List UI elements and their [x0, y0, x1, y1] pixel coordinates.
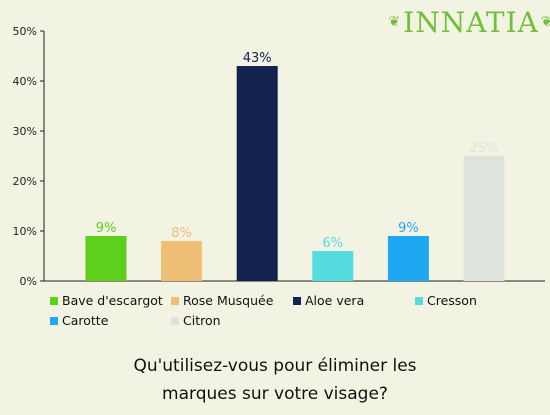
bar — [161, 241, 203, 281]
legend-label: Carotte — [62, 313, 109, 328]
innatia-logo: ❦ INNATIA ❦ — [388, 4, 550, 40]
y-tick-label: 20% — [13, 175, 37, 188]
legend-label: Citron — [183, 313, 221, 328]
legend-item: Carotte — [50, 313, 108, 328]
bar — [85, 236, 127, 281]
leaf-icon-right: ❦ — [540, 14, 550, 30]
y-tick-label: 40% — [13, 75, 37, 88]
legend-item: Rose Musquée — [171, 293, 273, 308]
bar-value-label: 8% — [171, 226, 192, 241]
legend-swatch — [171, 316, 179, 325]
bar-chart: 0% 10% 20% 30% 40% 50% 9% 8% 43% 6% 9% 25% — [13, 25, 545, 288]
bar — [387, 236, 429, 281]
legend-item: Cresson — [415, 293, 477, 308]
y-tick-label: 50% — [13, 25, 37, 38]
legend-label: Bave d'escargot — [62, 293, 163, 308]
y-tick-label: 10% — [13, 225, 37, 238]
question-line-1: Qu'utilisez-vous pour éliminer les — [133, 356, 417, 376]
legend-item: Bave d'escargot — [50, 293, 163, 308]
bar — [312, 251, 354, 281]
logo-text: INNATIA — [403, 5, 539, 39]
bar-value-label: 9% — [96, 221, 117, 236]
bar-value-label: 43% — [243, 51, 272, 66]
question-line-2: marques sur votre visage? — [162, 384, 388, 404]
legend-label: Aloe vera — [305, 293, 365, 308]
bar — [463, 156, 505, 281]
legend-swatch — [171, 296, 179, 305]
legend-swatch — [50, 296, 58, 305]
legend-item: Aloe vera — [293, 293, 364, 308]
poll-question: Qu'utilisez-vous pour éliminer les marqu… — [0, 352, 550, 408]
legend-item: Citron — [171, 313, 221, 328]
legend-swatch — [293, 296, 301, 305]
bar — [236, 66, 278, 281]
legend-label: Rose Musquée — [183, 293, 274, 308]
bar-value-label: 9% — [398, 221, 419, 236]
legend-swatch — [50, 316, 58, 325]
y-tick-label: 30% — [13, 125, 37, 138]
bar-value-label: 25% — [470, 141, 499, 156]
leaf-icon: ❦ — [388, 14, 402, 30]
legend-swatch — [415, 296, 423, 305]
y-tick-label: 0% — [20, 275, 37, 288]
legend-label: Cresson — [427, 293, 477, 308]
bar-value-label: 6% — [322, 236, 343, 251]
